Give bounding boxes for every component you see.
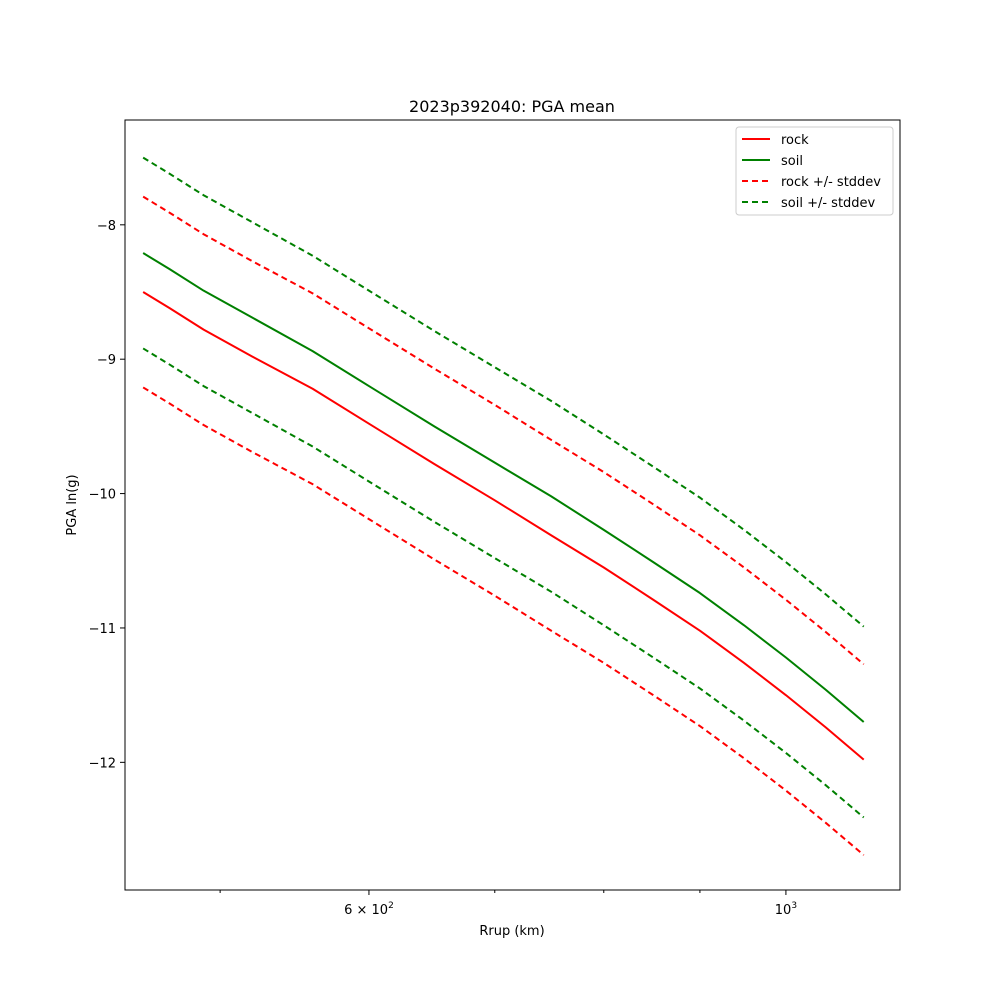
series-line-1 — [142, 252, 865, 723]
legend-label-2: rock +/- stddev — [781, 175, 881, 190]
plot-frame — [124, 119, 901, 891]
x-axis: 6 × 102 103 — [219, 890, 797, 918]
y-tick-label-0: −8 — [97, 219, 116, 234]
y-tick-label-3: −11 — [89, 622, 116, 637]
legend-box — [735, 126, 894, 216]
legend-label-1: soil — [781, 154, 803, 169]
series-layer — [142, 156, 865, 856]
x-axis-label: Rrup (km) — [479, 924, 544, 939]
legend-label-0: rock — [781, 133, 809, 148]
chart-title: 2023p392040: PGA mean — [409, 97, 615, 116]
series-lower-line-2 — [142, 386, 865, 856]
series-line-0 — [142, 291, 865, 761]
y-axis: −8 −9 −10 −11 −12 — [89, 219, 125, 771]
y-tick-label-1: −9 — [97, 353, 116, 368]
legend: rock soil rock +/- stddev soil +/- stddev — [735, 126, 894, 216]
x-tick-label-0: 6 × 102 — [344, 901, 394, 918]
series-upper-line-2 — [142, 195, 865, 666]
series-lower-line-3 — [142, 347, 865, 819]
legend-label-3: soil +/- stddev — [781, 196, 876, 211]
series-upper-line-3 — [142, 156, 865, 628]
x-tick-label-1: 103 — [775, 901, 797, 918]
y-tick-label-2: −10 — [89, 488, 116, 503]
y-axis-label: PGA ln(g) — [65, 474, 80, 535]
y-tick-label-4: −12 — [89, 756, 116, 771]
